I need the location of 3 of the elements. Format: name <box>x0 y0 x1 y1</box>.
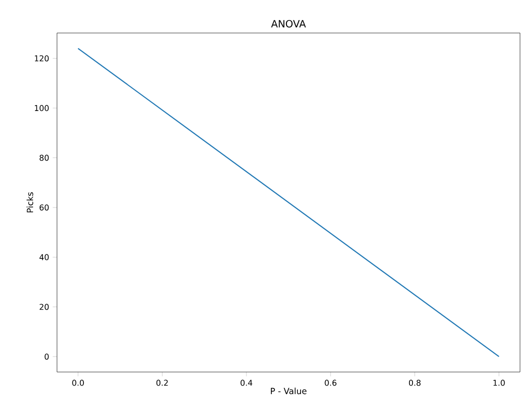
chart-title: ANOVA <box>271 20 306 28</box>
y-axis-title: Picks <box>26 192 34 212</box>
x-axis-title: P - Value <box>270 388 306 394</box>
